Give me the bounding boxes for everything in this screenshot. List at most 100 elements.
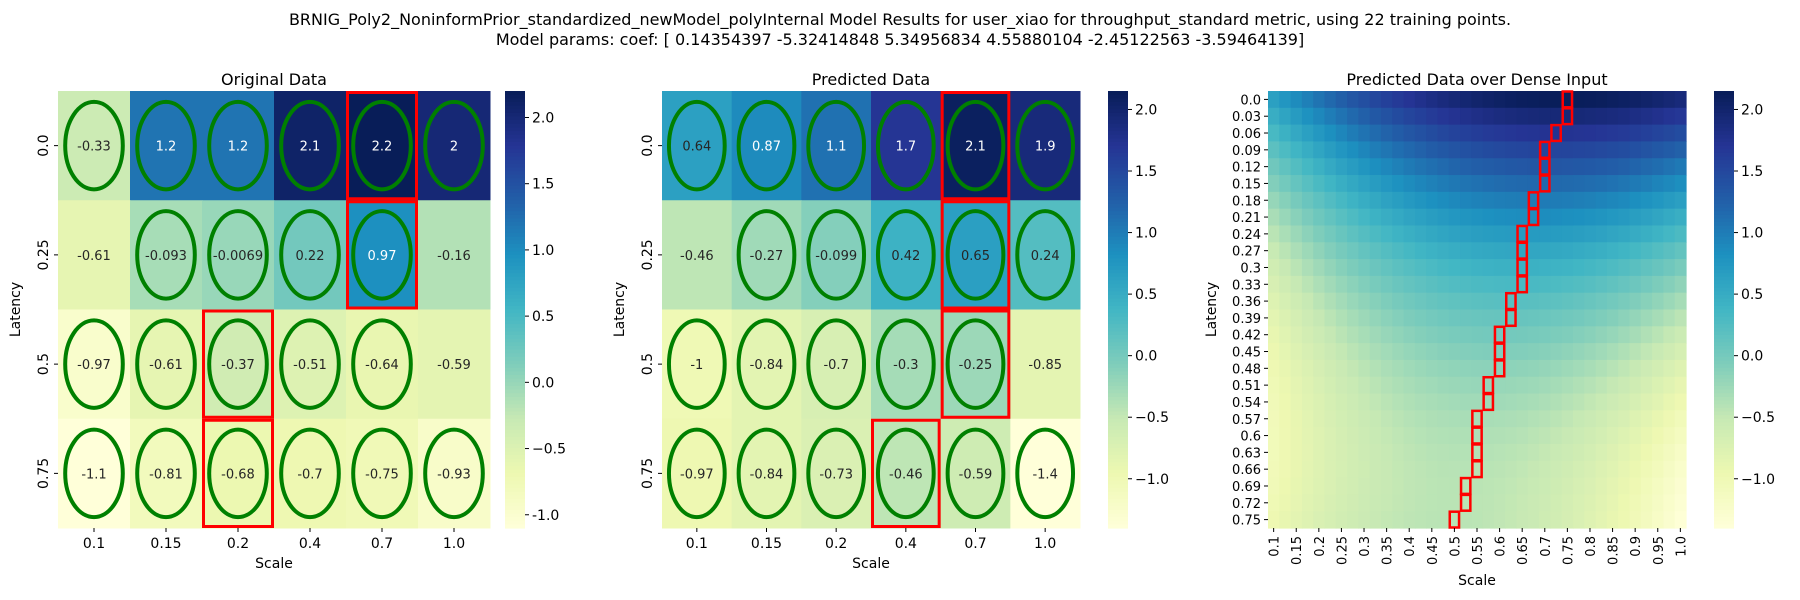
heatmap-cell (1652, 259, 1665, 277)
heatmap-cell (1640, 275, 1653, 294)
heatmap-cell (1268, 511, 1280, 529)
heatmap-cell (1414, 460, 1427, 479)
heatmap-cell (1493, 343, 1506, 361)
highlight-box (871, 418, 941, 528)
colorbar-segment (1108, 251, 1128, 256)
colorbar-segment (1714, 487, 1734, 493)
heatmap-cell (1606, 225, 1619, 243)
heatmap-cell (1482, 292, 1495, 311)
colorbar-segment (1714, 429, 1734, 434)
heatmap-cell (871, 418, 942, 529)
colorbar-segment (1108, 287, 1128, 292)
colorbar-segment (505, 364, 525, 369)
highlight-ellipse (875, 99, 936, 192)
heatmap-cell (1550, 427, 1563, 445)
heatmap-cell (1369, 410, 1382, 428)
highlight-box (940, 309, 1011, 419)
heatmap-cell (1527, 259, 1540, 277)
heatmap-cell (1663, 511, 1676, 529)
colorbar-segment (1108, 327, 1128, 332)
colorbar-segment (505, 418, 525, 423)
heatmap-cell (1358, 208, 1371, 227)
heatmap-cell (1493, 410, 1506, 428)
colorbar-segment (1108, 243, 1128, 249)
heatmap-cell (1358, 124, 1371, 143)
colorbar-segment (1108, 334, 1128, 340)
heatmap-cell (1369, 460, 1382, 479)
heatmap-cell (1482, 107, 1495, 126)
heatmap-cell (1437, 343, 1450, 361)
colorbar-segment (505, 273, 525, 278)
heatmap-cell (1279, 292, 1292, 311)
highlight-ellipse (63, 99, 125, 192)
colorbar-segment (1108, 123, 1128, 129)
heatmap-cell (1347, 141, 1359, 159)
max-path-box (1448, 510, 1461, 529)
max-path-box (1504, 308, 1517, 328)
heatmap-cell (1392, 511, 1405, 529)
heatmap-cell (1392, 477, 1405, 495)
heatmap-cell (1516, 191, 1529, 210)
heatmap-cell (1550, 309, 1563, 327)
heatmap-cell (1618, 124, 1631, 143)
colorbar-segment (1714, 396, 1734, 402)
heatmap-cell (1505, 460, 1518, 479)
heatmap-cell (1629, 292, 1642, 311)
heatmap-cell (1392, 410, 1405, 428)
colorbar-segment (1108, 491, 1128, 496)
colorbar-segment (505, 429, 525, 434)
colorbar-segment (1108, 167, 1128, 172)
heatmap-cell (1482, 208, 1495, 227)
colorbar-segment (505, 393, 525, 398)
colorbar-segment (1108, 520, 1128, 525)
heatmap-cell (1414, 275, 1427, 294)
heatmap-cell (1268, 309, 1280, 327)
colorbar-segment (1714, 185, 1734, 190)
highlight-ellipse (806, 209, 867, 301)
colorbar-segment (505, 396, 525, 402)
heatmap-cell (1279, 107, 1292, 126)
heatmap-cell (1482, 359, 1495, 378)
colorbar-segment (1714, 167, 1734, 172)
y-tick-label: 0.57 (1232, 413, 1261, 428)
colorbar-segment (505, 284, 525, 289)
heatmap-cell (1561, 326, 1574, 344)
heatmap-cell (1629, 326, 1642, 344)
colorbar-segment (1714, 247, 1734, 252)
heatmap-cell (1347, 460, 1359, 479)
colorbar-segment (505, 404, 525, 409)
heatmap-cell (1335, 91, 1348, 109)
heatmap-cell (1268, 208, 1280, 227)
heatmap-cell (1426, 309, 1439, 327)
heatmap-cell (1663, 225, 1676, 243)
highlight-ellipse (875, 209, 936, 301)
colorbar-segment (1108, 422, 1128, 427)
colorbar-segment (505, 302, 525, 307)
heatmap-cell (1290, 225, 1303, 243)
heatmap-cell (1426, 494, 1439, 512)
heatmap-cell (1652, 91, 1665, 109)
heatmap-cell (1290, 376, 1303, 395)
chart-2-xlabel: Scale (1458, 573, 1496, 589)
colorbar-segment (1714, 477, 1734, 482)
highlight-ellipse (63, 427, 125, 520)
highlight-ellipse (1015, 99, 1076, 192)
heatmap-cell (1516, 124, 1529, 143)
heatmap-cell (1369, 326, 1382, 344)
heatmap-cell (1347, 259, 1359, 277)
heatmap-cell (1471, 259, 1484, 277)
heatmap-cell (940, 91, 1011, 201)
heatmap-cell (1573, 91, 1585, 109)
heatmap-cell (1595, 124, 1608, 143)
colorbar-segment (1108, 211, 1128, 216)
heatmap-cell (1392, 343, 1405, 361)
heatmap-cell (1573, 359, 1585, 378)
chart-1-title: Predicted Data (812, 70, 930, 89)
heatmap-cell (1573, 175, 1585, 193)
heatmap-cell (1584, 292, 1597, 311)
heatmap-cell (1550, 292, 1563, 311)
heatmap-cell (1640, 191, 1653, 210)
heatmap-cell (1606, 326, 1619, 344)
heatmap-cell (1674, 175, 1687, 193)
heatmap-cell (1493, 292, 1506, 311)
